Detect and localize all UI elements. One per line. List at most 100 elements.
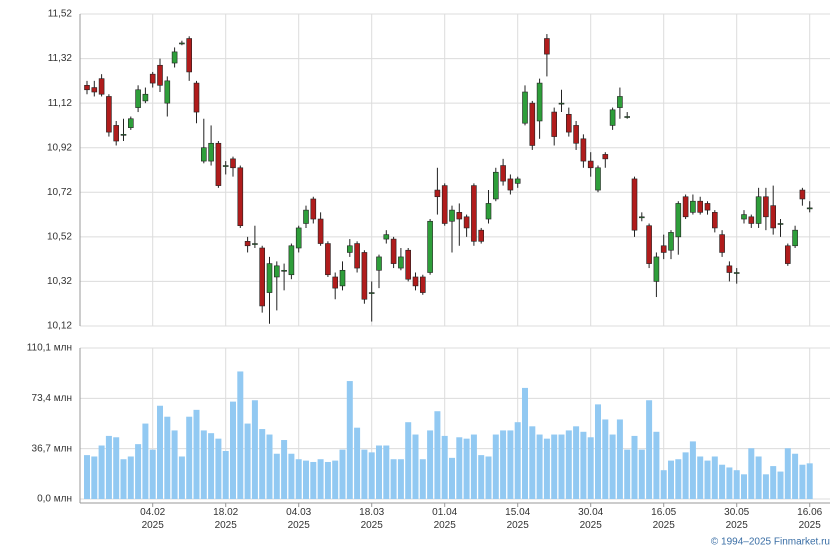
candle-body [638,216,645,219]
volume-bar [288,453,295,499]
candle-body [653,256,660,282]
volume-bar [777,471,784,499]
volume-bar [653,431,660,499]
volume-bar [230,401,236,499]
candle-body [449,209,455,222]
x-tick-label: 30.04 2025 [578,507,603,531]
candle-body [573,125,579,144]
y-tick-label: 10,72 [47,187,72,198]
volume-bar [441,435,448,499]
volume-bar [492,434,499,499]
volume-bar [127,456,134,499]
y-tick-label: 10,92 [47,142,72,153]
candle-body [361,252,368,300]
candle-body [398,256,404,269]
volume-bar [762,474,769,499]
candle-body [193,82,200,113]
y-tick-label: 11,32 [48,53,73,64]
candle-body [587,160,594,169]
volume-bar [383,445,390,499]
volume-bar [237,371,244,499]
volume-bar [405,422,412,499]
volume-bar [244,423,251,499]
volume-bar [419,459,426,499]
volume-bar [668,460,674,499]
volume-bar [522,387,528,499]
candle-body [368,292,375,294]
volume-bar [142,423,149,499]
volume-bar [317,459,324,499]
volume-bar [536,434,543,499]
volume-bar [339,449,346,499]
candle-body [602,154,609,160]
candle-body [441,185,448,224]
volume-bar [609,434,616,499]
candle-body [222,165,229,167]
candle-body [128,118,134,128]
candle-body [434,189,441,198]
candle-body [295,227,302,249]
volume-bar [456,437,463,499]
volume-bar [390,459,397,499]
source-credit: © 1994–2025 Finmarket.ru [711,537,830,548]
candle-body [580,138,587,162]
volume-bar [98,445,105,499]
volume-bar [485,456,492,499]
candle-body [113,125,119,142]
volume-bar [266,434,273,499]
candle-body [595,167,601,191]
volume-bar [529,426,536,499]
candle-body [565,113,572,133]
volume-bar [792,453,799,499]
y-tick-label: 11,12 [48,98,73,109]
volume-bar [164,416,171,499]
candle-body [536,82,543,122]
x-tick-label: 18.02 2025 [213,507,238,531]
volume-bar [200,430,207,499]
candle-body [91,87,98,93]
x-tick-label: 01.04 2025 [432,507,457,531]
volume-bar [470,434,477,499]
volume-bar [719,464,726,499]
candle-body [98,78,105,95]
volume-bar [171,430,178,499]
candle-body [646,225,652,264]
y-tick-label: 36,7 млн [32,443,72,454]
candle-body [478,229,485,242]
y-tick-label: 0,0 млн [37,494,72,505]
candle-body [763,196,769,218]
candle-body [741,214,747,220]
candle-body [792,229,798,247]
candle-body [719,234,725,253]
volume-bar [324,461,331,499]
candle-body [784,245,791,264]
volume-bar [135,444,142,499]
volume-bar [551,434,558,499]
candle-body [806,207,813,210]
candle-body [208,142,214,162]
volume-bar [660,470,667,499]
candle-body [624,116,631,118]
volume-bar [295,459,302,499]
volume-bar [806,463,813,499]
volume-bar [208,433,215,499]
candle-body [390,238,397,264]
volume-bar [193,409,200,499]
volume-bar [310,461,317,499]
x-tick-label: 04.03 2025 [286,507,311,531]
volume-bar [726,467,733,499]
x-tick-label: 30.05 2025 [724,507,749,531]
candle-body [215,142,222,186]
volume-bar [434,411,441,499]
volume-bar [449,457,455,499]
volume-bar [741,474,747,499]
candle-body [281,269,287,272]
candle-body [164,80,171,104]
volume-bar [149,449,156,499]
volume-bar [84,455,90,499]
candle-body [551,111,558,137]
candle-body [704,203,711,211]
volume-bar [507,430,514,499]
candle-body [668,232,674,251]
volume-bar [120,459,127,499]
